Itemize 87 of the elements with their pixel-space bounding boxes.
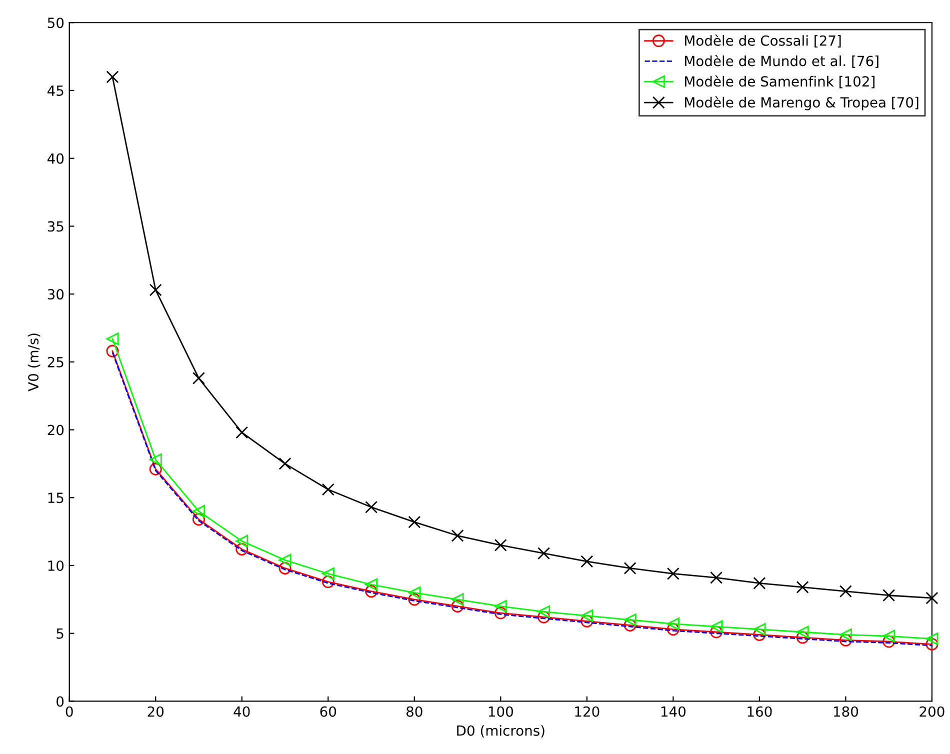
point: [580, 609, 594, 622]
point: [451, 529, 464, 542]
point: [839, 585, 852, 598]
point: [192, 504, 205, 518]
point: [538, 547, 550, 560]
x-tick-label: 60: [320, 706, 336, 717]
point: [322, 483, 334, 496]
point: [538, 610, 550, 624]
y-tick-label: 30: [48, 289, 64, 300]
point: [926, 632, 938, 646]
legend-label: Modèle de Marengo & Tropea [70]: [685, 96, 918, 110]
point: [494, 606, 507, 620]
point: [796, 631, 809, 644]
y-tick-label: 5: [56, 628, 64, 639]
point: [753, 576, 766, 590]
point: [322, 576, 334, 588]
y-axis-title: V0 (m/s): [28, 334, 40, 392]
x-tick-label: 100: [488, 706, 513, 717]
x-tick-label: 200: [920, 706, 944, 717]
point: [106, 70, 119, 84]
point: [365, 578, 378, 591]
point: [408, 516, 421, 528]
point: [451, 593, 464, 606]
point: [322, 567, 334, 580]
point: [106, 344, 119, 358]
x-axis-title: D0 (microns): [457, 725, 544, 738]
point: [192, 513, 205, 526]
point: [666, 618, 680, 630]
point: [753, 628, 766, 641]
point: [236, 426, 248, 439]
y-tick-label: 45: [47, 86, 64, 96]
point: [236, 534, 248, 548]
y-tick-label: 10: [48, 560, 64, 571]
x-tick-label: 20: [148, 706, 164, 717]
x-tick-label: 180: [834, 706, 858, 717]
x-tick-label: 140: [661, 706, 686, 717]
y-tick-label: 0: [56, 696, 64, 707]
point: [278, 554, 292, 566]
point: [408, 586, 421, 599]
y-tick-label: 15: [48, 492, 64, 504]
point: [236, 542, 248, 556]
point: [494, 600, 507, 612]
x-tick-label: 40: [234, 706, 250, 717]
point: [666, 623, 680, 636]
point: [926, 638, 938, 650]
y-tick-label: 20: [48, 424, 64, 436]
point: [710, 626, 723, 638]
legend-label: Modèle de Samenfink [102]: [685, 75, 874, 88]
point: [451, 600, 464, 612]
point: [839, 628, 852, 641]
point: [365, 500, 378, 514]
y-tick-label: 25: [48, 356, 64, 368]
point: [624, 614, 636, 626]
legend-label: Modèle de Cossali [27]: [685, 34, 841, 48]
point: [624, 618, 636, 632]
point: [408, 593, 421, 606]
point: [710, 620, 723, 633]
y-tick-label: 50: [48, 18, 64, 28]
point: [882, 630, 896, 642]
x-tick-label: 120: [575, 706, 600, 717]
point: [796, 626, 809, 638]
point: [580, 555, 594, 568]
point: [149, 462, 162, 476]
point: [710, 571, 723, 584]
point: [149, 284, 162, 296]
point: [796, 580, 809, 594]
point: [624, 562, 636, 574]
point: [365, 585, 378, 598]
point: [753, 623, 766, 636]
point: [580, 614, 594, 628]
point: [666, 567, 680, 580]
point: [106, 332, 119, 346]
point: [278, 562, 292, 574]
point: [538, 605, 550, 618]
point: [192, 372, 205, 384]
point: [882, 635, 896, 648]
y-tick-label: 40: [47, 153, 64, 164]
x-tick-label: 80: [406, 706, 422, 717]
x-tick-label: 0: [66, 706, 73, 717]
y-tick-label: 35: [48, 221, 64, 232]
x-tick-label: 160: [748, 706, 772, 717]
point: [149, 453, 162, 466]
point: [882, 589, 896, 602]
point: [926, 592, 938, 604]
point: [278, 457, 292, 470]
legend-label: Modèle de Mundo et al. [76]: [685, 54, 878, 68]
point: [494, 538, 507, 552]
